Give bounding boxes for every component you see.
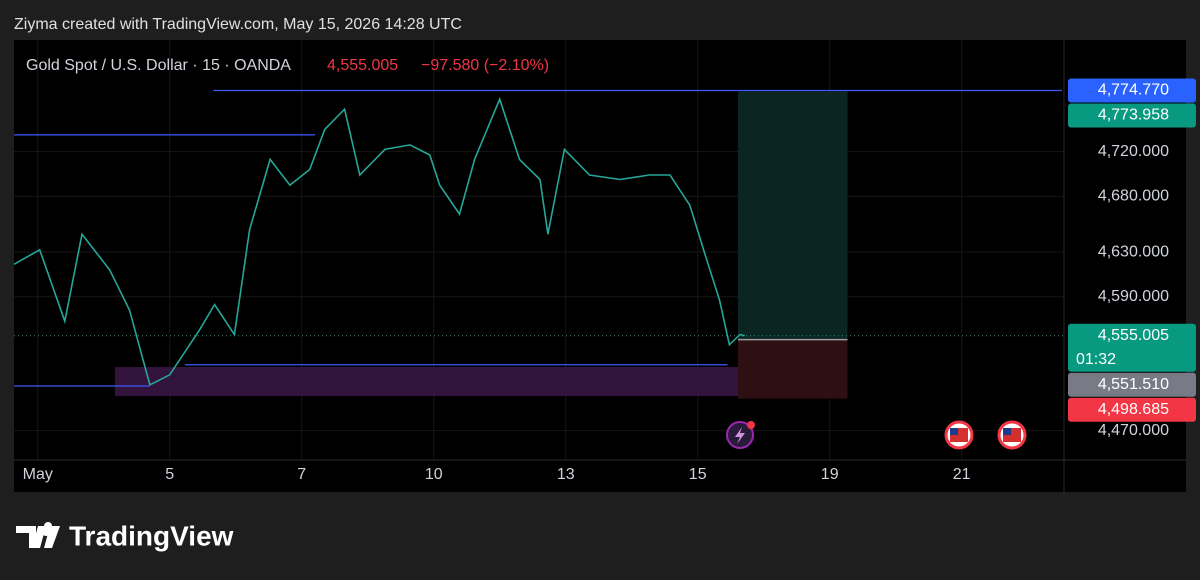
logo (16, 522, 60, 548)
chart-area (14, 40, 1186, 492)
symbol: Gold Spot / U.S. Dollar · 15 · OANDA (26, 57, 291, 74)
countdown: 01:32 (1076, 351, 1116, 368)
x-tick-label: May (23, 466, 53, 483)
event-icons (726, 420, 1027, 450)
price-label-box (1068, 78, 1196, 103)
change: −97.580 (−2.10%) (421, 57, 549, 74)
price-label: 4,498.685 (1098, 401, 1169, 418)
x-tick-label: 19 (821, 466, 839, 483)
x-tick-label: 13 (557, 466, 575, 483)
price-label: 4,551.510 (1098, 376, 1169, 393)
stop-zone (737, 339, 848, 399)
flag-canton (1003, 428, 1011, 435)
dot (747, 421, 755, 429)
logo-mark (16, 522, 53, 548)
y-tick-label: 4,470.000 (1098, 422, 1169, 439)
zone (114, 367, 740, 397)
price-label-box (1068, 397, 1196, 422)
plot: 4,470.000 4,590.000 4,630.000 4,680.000 4,72… (13, 40, 1196, 492)
y-tick-label: 4,720.000 (1098, 143, 1169, 160)
price-label-box (1068, 372, 1196, 397)
target-zone (737, 91, 848, 340)
price-label-box (1068, 323, 1196, 372)
last-price: 4,555.005 (327, 57, 398, 74)
x-tick-label: 15 (689, 466, 707, 483)
price-label-box (1068, 103, 1196, 128)
y-tick-label: 4,630.000 (1098, 243, 1169, 260)
y-tick-label: 4,680.000 (1098, 187, 1169, 204)
y-tick-label: 4,590.000 (1098, 288, 1169, 305)
logo-mark (44, 526, 60, 548)
lightning (735, 427, 745, 444)
price-label: 4,774.770 (1098, 82, 1169, 99)
x-tick-label: 7 (297, 466, 306, 483)
price-label: 4,773.958 (1098, 107, 1169, 124)
price-label: 4,555.005 (1098, 327, 1169, 344)
price-line (13, 96, 745, 387)
header: Ziyma created with TradingView.com, May … (14, 16, 462, 33)
flag-canton (950, 428, 958, 435)
x-tick-label: 5 (165, 466, 174, 483)
x-tick-label: 10 (425, 466, 443, 483)
brand: TradingView (69, 520, 234, 551)
x-tick-label: 21 (953, 466, 971, 483)
